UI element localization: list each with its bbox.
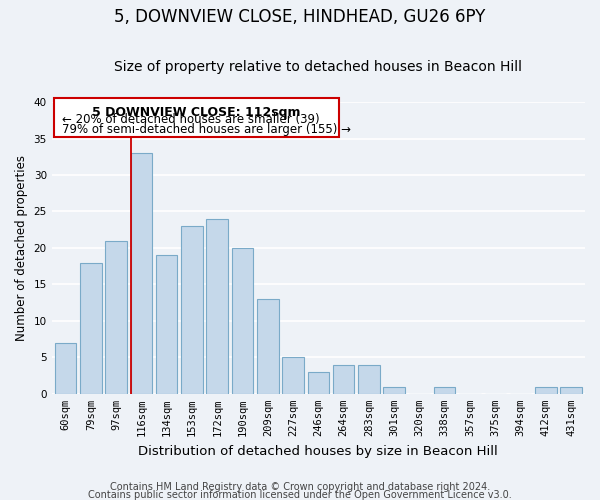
Bar [55,342,76,394]
Y-axis label: Number of detached properties: Number of detached properties [15,155,28,341]
Bar [535,386,557,394]
Bar [383,386,405,394]
Text: Contains HM Land Registry data © Crown copyright and database right 2024.: Contains HM Land Registry data © Crown c… [110,482,490,492]
Bar [308,372,329,394]
Bar [232,248,253,394]
Text: 79% of semi-detached houses are larger (155) →: 79% of semi-detached houses are larger (… [62,123,351,136]
Bar [560,386,582,394]
X-axis label: Distribution of detached houses by size in Beacon Hill: Distribution of detached houses by size … [139,444,498,458]
Bar [106,240,127,394]
Bar [206,219,228,394]
FancyBboxPatch shape [54,98,338,137]
Bar [156,255,178,394]
Text: 5 DOWNVIEW CLOSE: 112sqm: 5 DOWNVIEW CLOSE: 112sqm [92,106,301,118]
Bar [257,299,278,394]
Bar [181,226,203,394]
Text: Contains public sector information licensed under the Open Government Licence v3: Contains public sector information licen… [88,490,512,500]
Bar [333,364,355,394]
Bar [434,386,455,394]
Bar [283,358,304,394]
Text: 5, DOWNVIEW CLOSE, HINDHEAD, GU26 6PY: 5, DOWNVIEW CLOSE, HINDHEAD, GU26 6PY [115,8,485,26]
Bar [131,153,152,394]
Bar [80,262,101,394]
Text: ← 20% of detached houses are smaller (39): ← 20% of detached houses are smaller (39… [62,113,319,126]
Bar [358,364,380,394]
Title: Size of property relative to detached houses in Beacon Hill: Size of property relative to detached ho… [115,60,523,74]
